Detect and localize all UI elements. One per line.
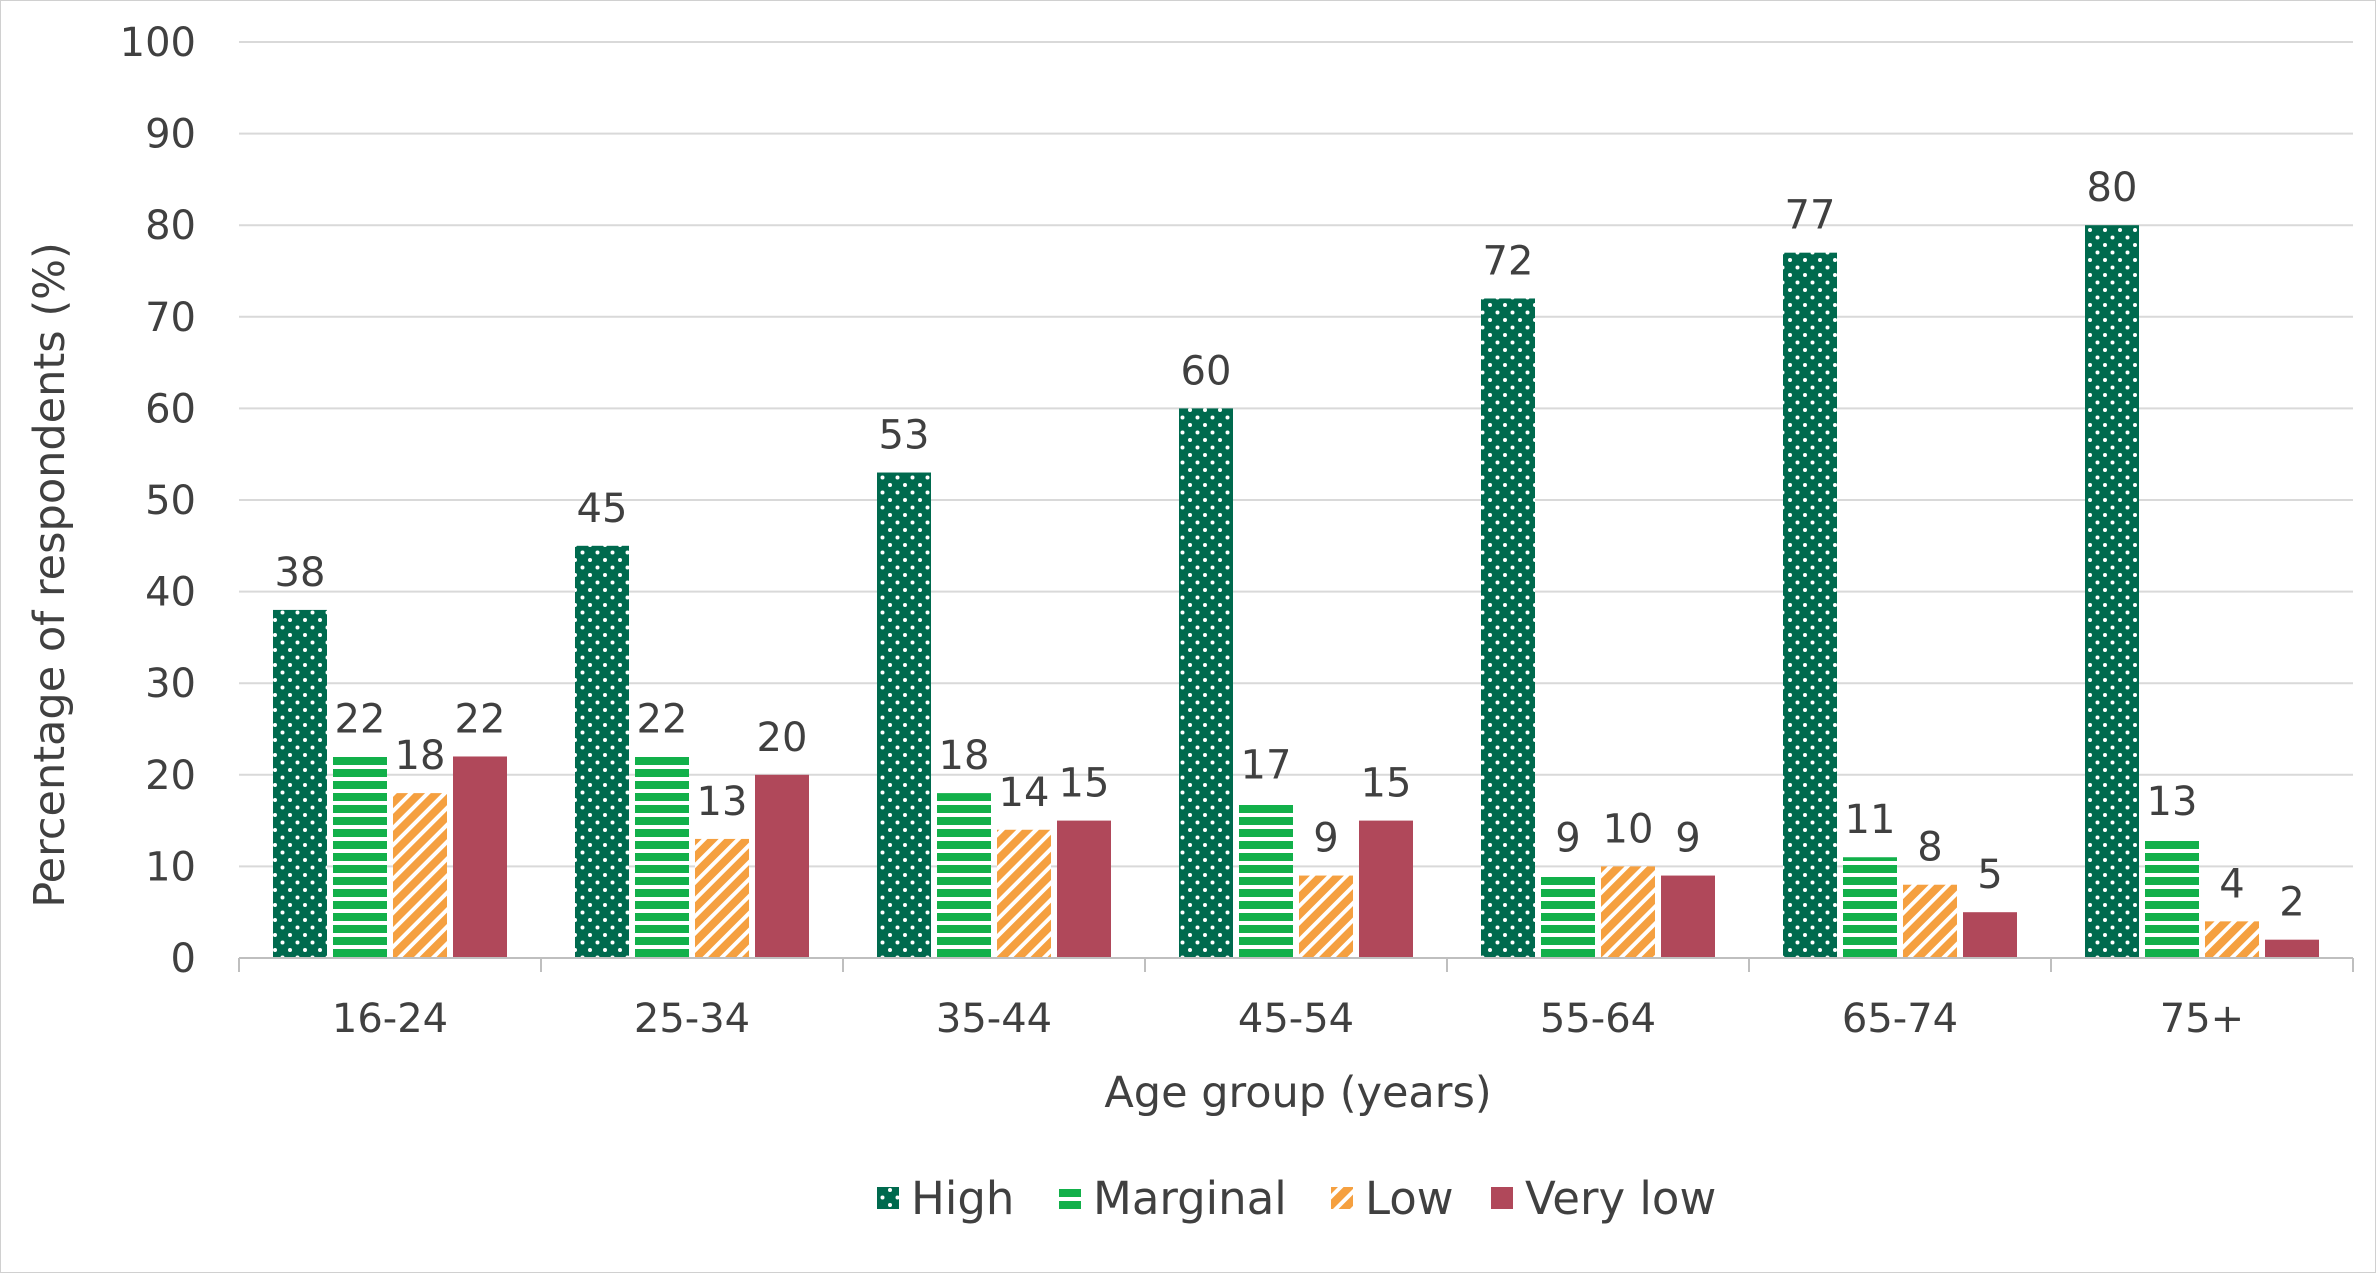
legend-label-marginal: Marginal: [1093, 1172, 1287, 1225]
legend-marker-very-low: [1491, 1187, 1513, 1209]
bar-high-55-64: [1481, 298, 1535, 959]
data-label-marginal-55-64: 9: [1555, 816, 1580, 862]
x-tick-label-45-54: 45-54: [1238, 996, 1354, 1042]
y-tick-label-70: 70: [145, 295, 196, 341]
data-label-marginal-16-24: 22: [335, 696, 386, 742]
bar-high-35-44: [877, 472, 931, 958]
bar-very-low-75: [2265, 939, 2319, 958]
legend-label-very-low: Very low: [1525, 1172, 1716, 1225]
y-tick-label-50: 50: [145, 478, 196, 524]
data-label-high-55-64: 72: [1483, 238, 1534, 284]
bar-low-25-34: [695, 838, 749, 958]
data-label-very-low-25-34: 20: [757, 715, 808, 761]
bar-very-low-16-24: [453, 756, 507, 958]
data-label-very-low-16-24: 22: [455, 696, 506, 742]
bar-marginal-65-74: [1843, 857, 1897, 958]
bar-low-75: [2205, 921, 2259, 958]
bar-marginal-25-34: [635, 756, 689, 958]
legend-marker-high: [877, 1187, 899, 1209]
bar-high-45-54: [1179, 408, 1233, 958]
bar-marginal-75: [2145, 838, 2199, 958]
legend-marker-marginal: [1059, 1187, 1081, 1209]
bar-very-low-35-44: [1057, 820, 1111, 958]
data-label-high-25-34: 45: [577, 486, 628, 532]
data-label-high-35-44: 53: [879, 413, 930, 459]
data-label-high-75: 80: [2087, 165, 2138, 211]
bar-marginal-16-24: [333, 756, 387, 958]
legend-label-high: High: [911, 1172, 1014, 1225]
y-tick-label-100: 100: [120, 20, 196, 66]
y-tick-label-10: 10: [145, 844, 196, 890]
data-label-very-low-75: 2: [2279, 880, 2304, 926]
y-tick-label-80: 80: [145, 203, 196, 249]
bar-low-16-24: [393, 793, 447, 958]
data-label-low-45-54: 9: [1313, 816, 1338, 862]
x-tick-label-65-74: 65-74: [1842, 996, 1958, 1042]
data-label-very-low-65-74: 5: [1977, 852, 2002, 898]
bar-low-55-64: [1601, 866, 1655, 958]
data-label-marginal-65-74: 11: [1845, 797, 1896, 843]
data-label-low-35-44: 14: [999, 770, 1050, 816]
data-label-high-16-24: 38: [275, 550, 326, 596]
bar-very-low-45-54: [1359, 820, 1413, 958]
bar-very-low-55-64: [1661, 875, 1715, 958]
bar-marginal-35-44: [937, 793, 991, 958]
data-label-marginal-25-34: 22: [637, 696, 688, 742]
data-label-marginal-75: 13: [2147, 779, 2198, 825]
data-label-very-low-55-64: 9: [1675, 816, 1700, 862]
x-tick-label-55-64: 55-64: [1540, 996, 1656, 1042]
data-label-marginal-45-54: 17: [1241, 742, 1292, 788]
data-label-high-45-54: 60: [1181, 348, 1232, 394]
data-label-low-16-24: 18: [395, 733, 446, 779]
y-tick-label-0: 0: [171, 936, 196, 982]
legend-marker-low: [1331, 1187, 1353, 1209]
x-tick-label-16-24: 16-24: [332, 996, 448, 1042]
data-label-high-65-74: 77: [1785, 193, 1836, 239]
x-axis-title: Age group (years): [1104, 1068, 1491, 1118]
y-tick-label-20: 20: [145, 753, 196, 799]
bar-high-16-24: [273, 609, 327, 958]
y-tick-label-40: 40: [145, 570, 196, 616]
bar-high-25-34: [575, 545, 629, 958]
y-tick-label-60: 60: [145, 386, 196, 432]
data-label-marginal-35-44: 18: [939, 733, 990, 779]
y-axis-title: Percentage of respondents (%): [25, 242, 75, 907]
bar-low-45-54: [1299, 875, 1353, 958]
bar-low-35-44: [997, 829, 1051, 958]
bar-high-65-74: [1783, 252, 1837, 958]
x-tick-label-35-44: 35-44: [936, 996, 1052, 1042]
bar-very-low-25-34: [755, 774, 809, 958]
data-label-low-65-74: 8: [1917, 825, 1942, 871]
bar-very-low-65-74: [1963, 912, 2017, 958]
bar-marginal-45-54: [1239, 802, 1293, 958]
data-label-low-75: 4: [2219, 861, 2244, 907]
x-tick-label-75: 75+: [2160, 996, 2244, 1042]
y-tick-label-90: 90: [145, 112, 196, 158]
legend-label-low: Low: [1365, 1172, 1454, 1225]
data-label-very-low-35-44: 15: [1059, 761, 1110, 807]
data-label-low-25-34: 13: [697, 779, 748, 825]
bar-marginal-55-64: [1541, 875, 1595, 958]
x-tick-label-25-34: 25-34: [634, 996, 750, 1042]
data-label-low-55-64: 10: [1603, 806, 1654, 852]
bar-low-65-74: [1903, 884, 1957, 958]
y-tick-label-30: 30: [145, 661, 196, 707]
bar-high-75: [2085, 225, 2139, 958]
legend: High Marginal Low Very low: [877, 1172, 1716, 1225]
data-label-very-low-45-54: 15: [1361, 761, 1412, 807]
